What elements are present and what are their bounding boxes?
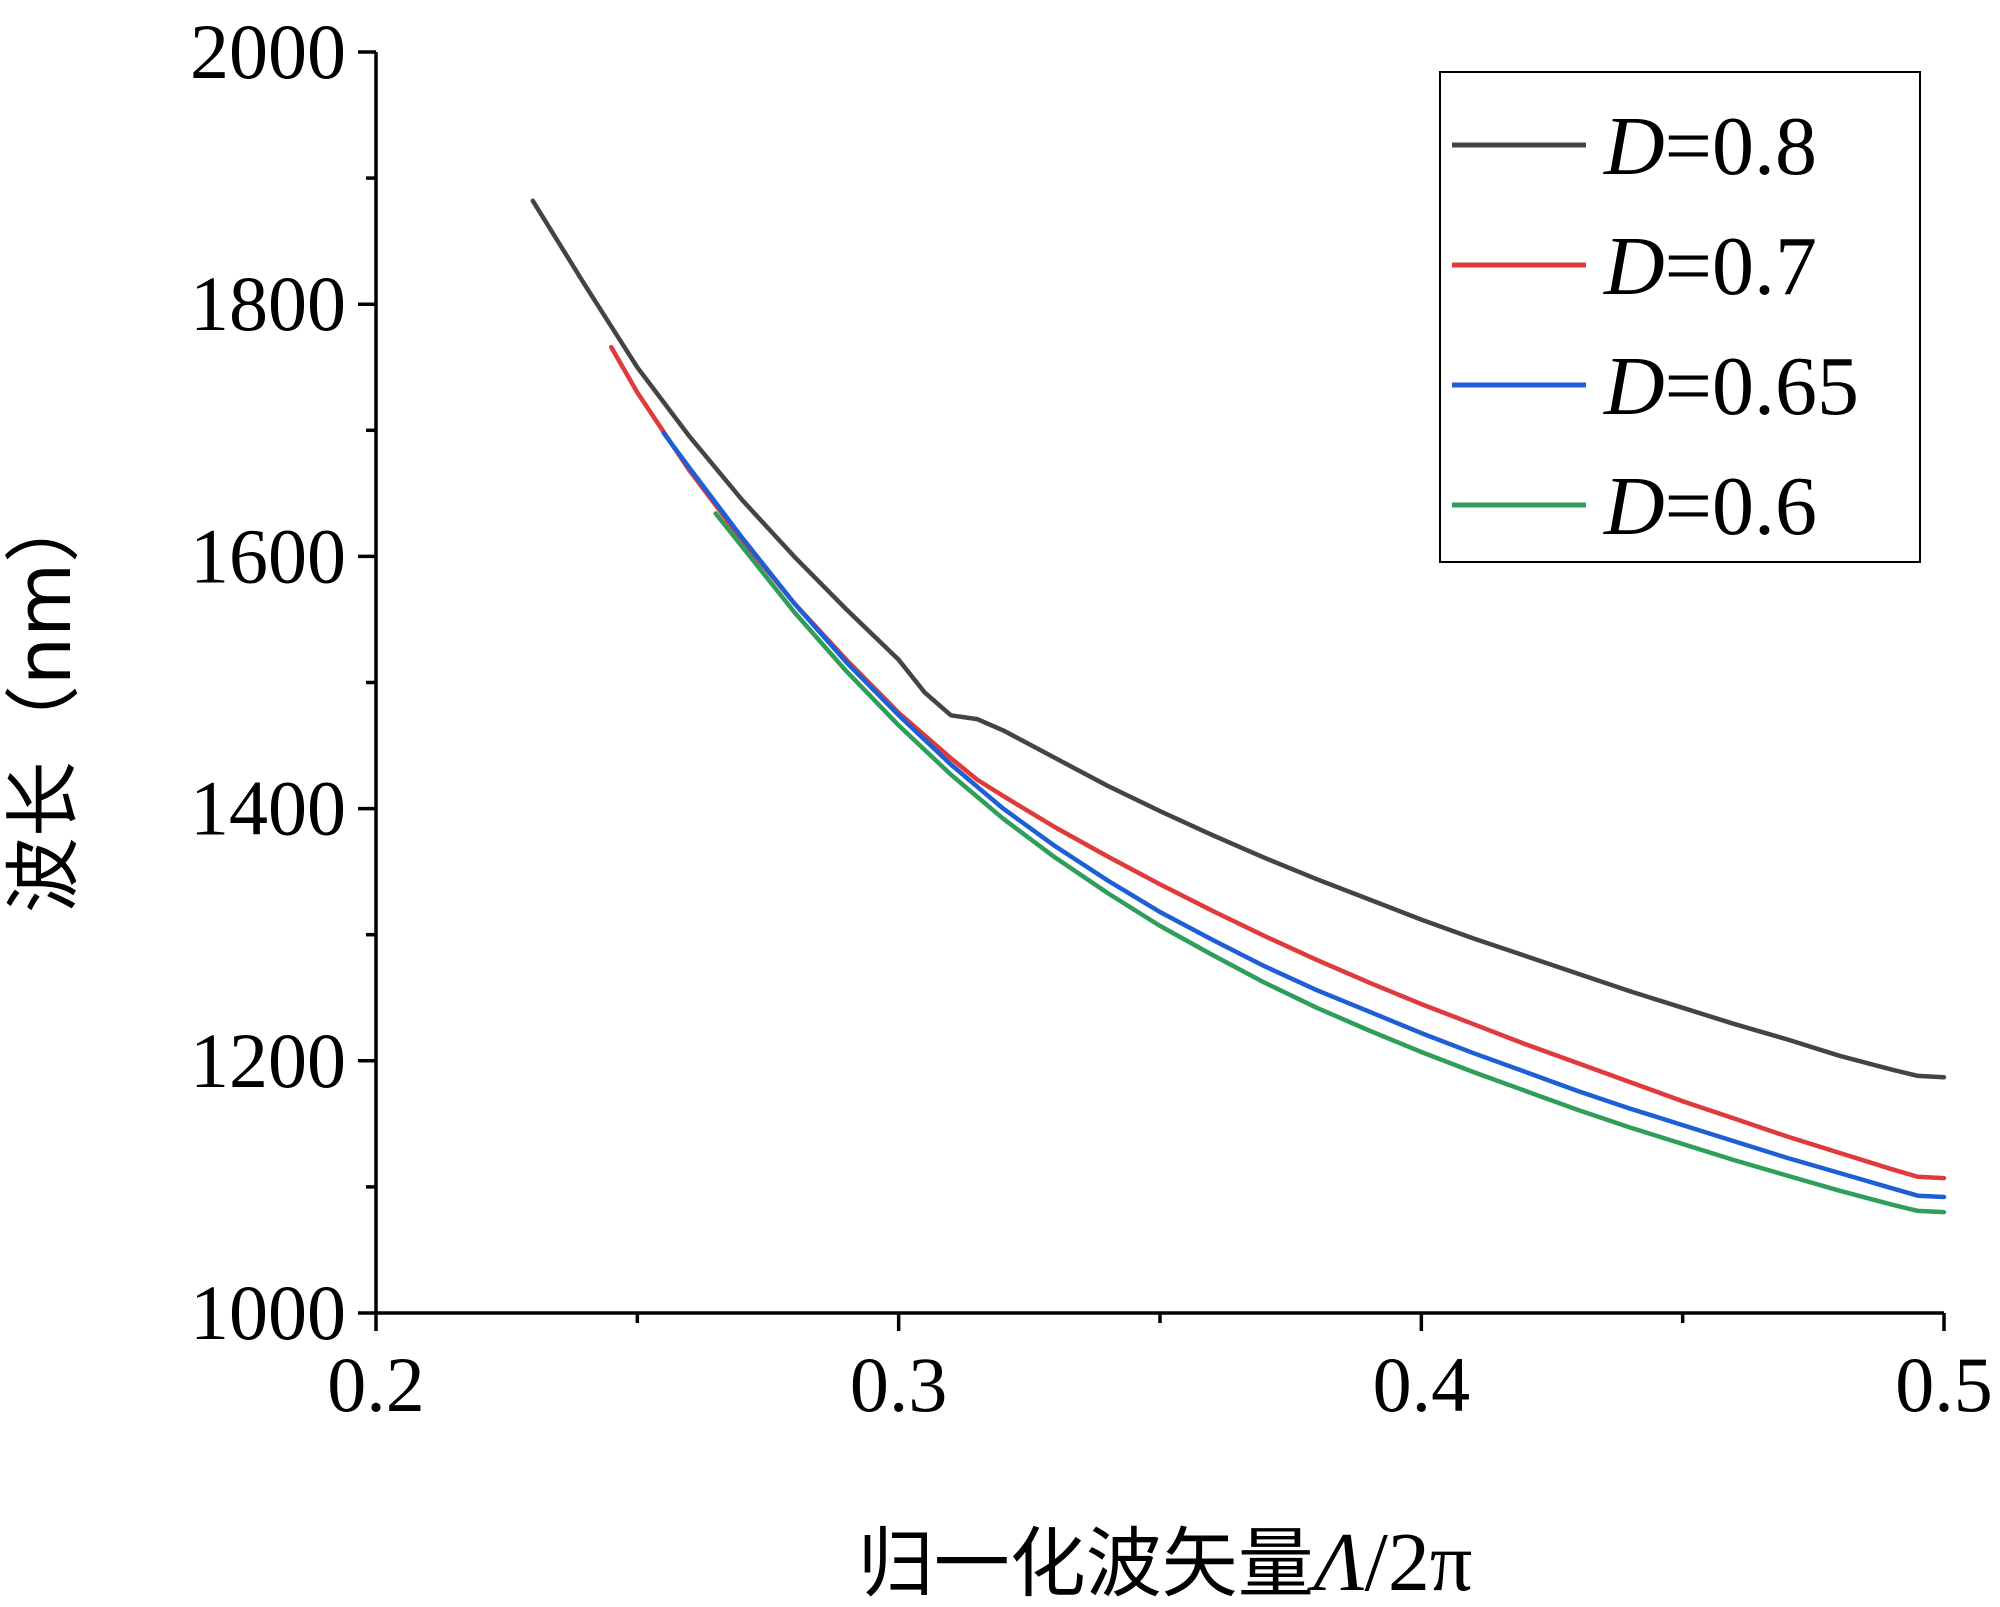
x-axis-title-cn: 归一化波矢量 [858, 1519, 1314, 1607]
x-tick-label: 0.3 [850, 1341, 948, 1428]
x-tick-label: 0.4 [1373, 1341, 1471, 1428]
legend-label-0: D=0.8 [1603, 100, 1817, 193]
legend-var: D [1603, 460, 1665, 553]
y-axis-title: 波长（nm） [0, 487, 88, 913]
legend: D=0.8D=0.7D=0.65D=0.6 [1439, 71, 1921, 563]
y-tick-label: 1400 [190, 765, 346, 852]
series-line-0 [530, 198, 1947, 1080]
legend-var: D [1603, 220, 1665, 313]
legend-box [1439, 71, 1921, 563]
legend-value: =0.8 [1665, 100, 1817, 193]
x-tick-label: 0.2 [327, 1341, 425, 1428]
legend-label-3: D=0.6 [1603, 460, 1817, 553]
legend-var: D [1603, 100, 1665, 193]
x-axis-title-var: Λ [1307, 1516, 1365, 1607]
legend-label-1: D=0.7 [1603, 220, 1817, 313]
series-line-3 [713, 511, 1947, 1215]
x-axis-title: 归一化波矢量Λ/2π [858, 1516, 1473, 1607]
y-tick-label: 2000 [190, 8, 346, 95]
y-tick-label: 1800 [190, 260, 346, 347]
legend-var: D [1603, 340, 1665, 433]
y-tick-label: 1200 [190, 1017, 346, 1104]
y-tick-label: 1000 [190, 1269, 346, 1356]
tick-labels: 1000 1200 1400 1600 1800 2000 0.2 0.3 0.4 0.5 [190, 8, 1993, 1428]
legend-value: =0.6 [1665, 460, 1817, 553]
axis-ticks [358, 50, 1946, 1331]
x-tick-label: 0.5 [1895, 1341, 1993, 1428]
legend-value: =0.65 [1665, 340, 1859, 433]
y-tick-label: 1600 [190, 512, 346, 599]
legend-value: =0.7 [1665, 220, 1817, 313]
x-axis-title-suffix: /2π [1365, 1516, 1473, 1607]
series-layer [530, 198, 1947, 1215]
series-line-2 [661, 430, 1947, 1200]
legend-label-2: D=0.65 [1603, 340, 1859, 433]
